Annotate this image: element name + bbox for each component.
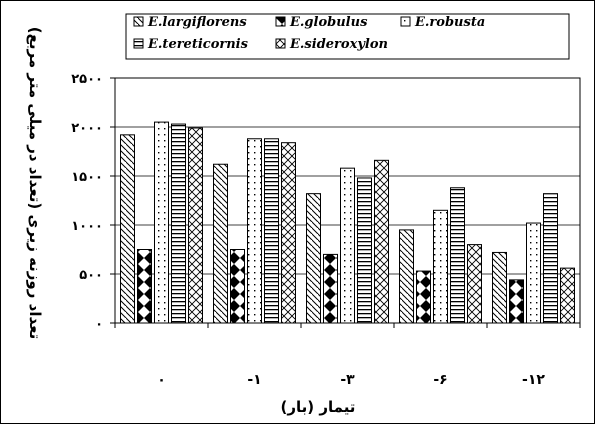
legend-box bbox=[125, 13, 570, 60]
bar-tereticornis-1 bbox=[264, 138, 279, 324]
y-tick-label: ۱۵۰۰ bbox=[71, 170, 103, 185]
bar-globulus-3 bbox=[416, 270, 431, 324]
legend-label: E.largiflorens bbox=[147, 15, 247, 30]
bar-largiflorens-2 bbox=[306, 193, 321, 324]
bars bbox=[120, 121, 575, 324]
x-tick-label: -۶ bbox=[433, 372, 447, 388]
bar-robusta-4 bbox=[526, 222, 541, 324]
legend-swatch bbox=[400, 16, 411, 27]
legend-label: E.robusta bbox=[414, 15, 485, 30]
bar-robusta-0 bbox=[154, 121, 169, 324]
bar-largiflorens-0 bbox=[120, 134, 135, 324]
bar-globulus-2 bbox=[323, 253, 338, 324]
x-tick-label: -۳ bbox=[340, 372, 355, 388]
bar-robusta-1 bbox=[247, 138, 262, 324]
x-tick-label: -۱ bbox=[247, 372, 261, 388]
y-tick-label: ۲۰۰۰ bbox=[71, 121, 103, 136]
bar-tereticornis-2 bbox=[357, 177, 372, 324]
bar-globulus-1 bbox=[230, 249, 245, 324]
bar-robusta-2 bbox=[340, 167, 355, 324]
bar-globulus-4 bbox=[509, 279, 524, 324]
legend-label: E.tereticornis bbox=[147, 37, 249, 52]
x-axis-label: تیمار (بار) bbox=[281, 398, 356, 416]
bar-sideroxylon-2 bbox=[374, 159, 389, 324]
y-axis-label: تعداد روزنه زیری (تعداد در میلی متر مربع… bbox=[26, 27, 44, 339]
legend-swatch bbox=[133, 16, 144, 27]
y-axis-ticks: ۰ ۵۰۰ ۱۰۰۰ ۱۵۰۰ ۲۰۰۰ ۲۵۰۰ bbox=[71, 72, 115, 332]
bar-tereticornis-4 bbox=[543, 193, 558, 324]
legend-swatch bbox=[275, 16, 286, 27]
bar-sideroxylon-0 bbox=[188, 127, 203, 324]
y-tick-label: ۵۰۰ bbox=[79, 268, 103, 283]
bar-tereticornis-0 bbox=[171, 123, 186, 324]
legend-label: E.sideroxylon bbox=[289, 37, 388, 52]
bar-largiflorens-4 bbox=[492, 251, 507, 324]
y-tick-label: ۱۰۰۰ bbox=[71, 219, 103, 234]
bar-sideroxylon-1 bbox=[281, 142, 296, 324]
y-tick-label: ۲۵۰۰ bbox=[71, 72, 103, 87]
bar-sideroxylon-4 bbox=[560, 267, 575, 324]
x-tick-label: ۰ bbox=[157, 372, 166, 388]
legend-label: E.globulus bbox=[289, 15, 368, 30]
x-tick-label: -۱۲ bbox=[522, 372, 545, 388]
legend: E.largiflorens E.globulus E.robusta E.teret… bbox=[125, 13, 570, 60]
y-tick-label: ۰ bbox=[95, 317, 103, 332]
x-axis-ticks: ۰ -۱ -۳ -۶ -۱۲ bbox=[114, 323, 581, 388]
bar-tereticornis-3 bbox=[450, 187, 465, 324]
bar-largiflorens-1 bbox=[213, 163, 228, 324]
bar-sideroxylon-3 bbox=[467, 244, 482, 324]
bar-globulus-0 bbox=[137, 249, 152, 324]
legend-swatch bbox=[275, 38, 286, 49]
bar-robusta-3 bbox=[433, 209, 448, 324]
legend-swatch bbox=[133, 38, 144, 49]
bar-largiflorens-3 bbox=[399, 229, 414, 324]
